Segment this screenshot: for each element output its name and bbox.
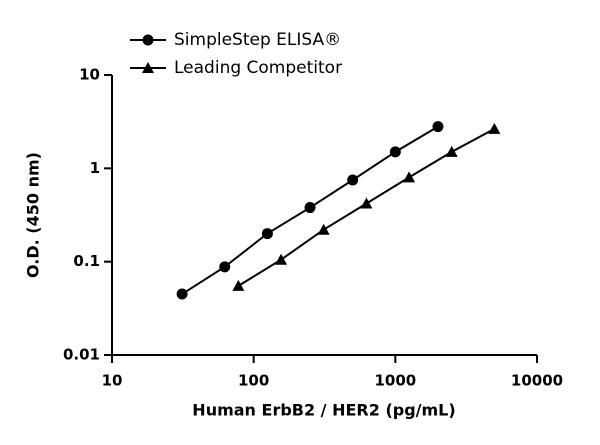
data-point bbox=[347, 174, 359, 186]
legend-label: SimpleStep ELISA® bbox=[174, 30, 341, 50]
legend-marker bbox=[142, 34, 154, 46]
data-point bbox=[432, 121, 444, 133]
data-point bbox=[304, 202, 316, 214]
legend-label: Leading Competitor bbox=[174, 58, 342, 78]
y-tick-label: 0.01 bbox=[63, 346, 100, 364]
data-point bbox=[275, 253, 288, 265]
data-point bbox=[445, 145, 458, 157]
x-tick-label: 1000 bbox=[374, 372, 416, 390]
y-tick-label: 0.1 bbox=[73, 252, 100, 270]
y-tick-label: 10 bbox=[79, 66, 100, 84]
y-tick-label: 1 bbox=[90, 159, 100, 177]
x-axis-label: Human ErbB2 / HER2 (pg/mL) bbox=[192, 401, 455, 420]
x-tick-label: 10000 bbox=[511, 372, 563, 390]
data-point bbox=[403, 171, 416, 183]
data-point bbox=[261, 228, 273, 240]
data-point bbox=[219, 261, 231, 273]
data-point bbox=[232, 279, 245, 291]
x-tick-label: 10 bbox=[102, 372, 123, 390]
data-point bbox=[360, 197, 373, 209]
y-axis-label: O.D. (450 nm) bbox=[24, 152, 43, 278]
data-point bbox=[488, 122, 501, 134]
data-point bbox=[389, 146, 401, 158]
x-tick-label: 100 bbox=[238, 372, 269, 390]
legend-marker bbox=[142, 62, 154, 73]
data-point bbox=[176, 288, 188, 300]
data-point bbox=[317, 223, 330, 235]
